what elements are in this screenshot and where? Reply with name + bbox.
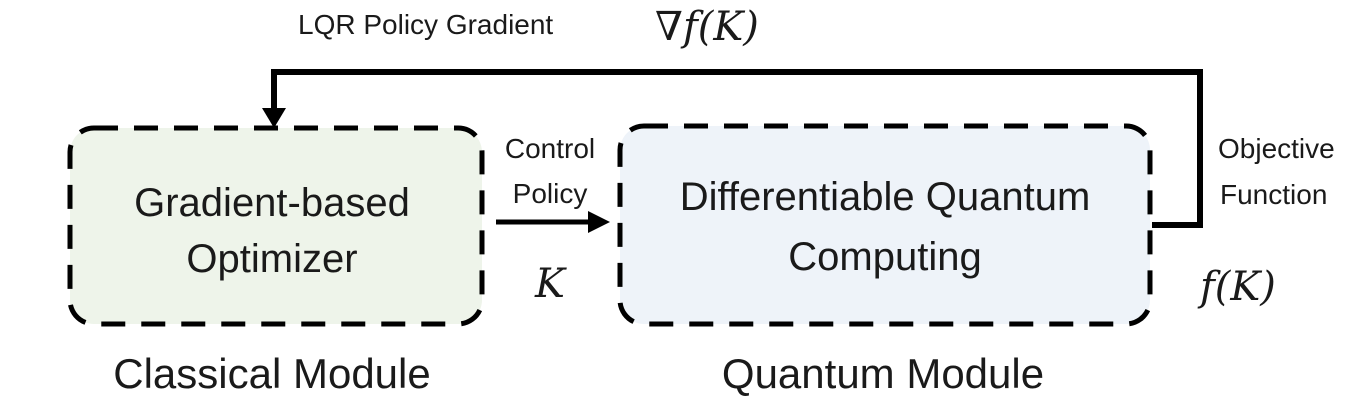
- classical-box-line1: Gradient-based: [134, 181, 410, 225]
- feedback-loop-line: [271, 69, 1203, 228]
- quantum-box-line2: Computing: [788, 235, 981, 279]
- control-policy-line1: Control: [505, 133, 595, 164]
- control-policy-math: K: [534, 261, 567, 307]
- feedback-arrowhead: [262, 108, 286, 128]
- nabla-symbol: ∇: [655, 4, 683, 50]
- objective-line2: Function: [1220, 179, 1327, 210]
- feedback-gradient-math: ∇f(K): [655, 4, 759, 50]
- classical-module-label: Classical Module: [113, 350, 430, 397]
- classical-module-box: [67, 125, 485, 327]
- feedback-label: LQR Policy Gradient: [298, 9, 553, 40]
- quantum-box-line1: Differentiable Quantum: [680, 175, 1091, 219]
- control-policy-line2: Policy: [513, 178, 588, 209]
- quantum-module-box: [617, 123, 1153, 327]
- objective-line1: Objective: [1218, 133, 1335, 164]
- objective-math: f(K): [1197, 264, 1276, 310]
- classical-box-line2: Optimizer: [186, 237, 357, 281]
- feedback-math: f(K): [680, 4, 759, 50]
- control-policy-arrowhead: [588, 211, 610, 233]
- quantum-module-label: Quantum Module: [722, 350, 1044, 397]
